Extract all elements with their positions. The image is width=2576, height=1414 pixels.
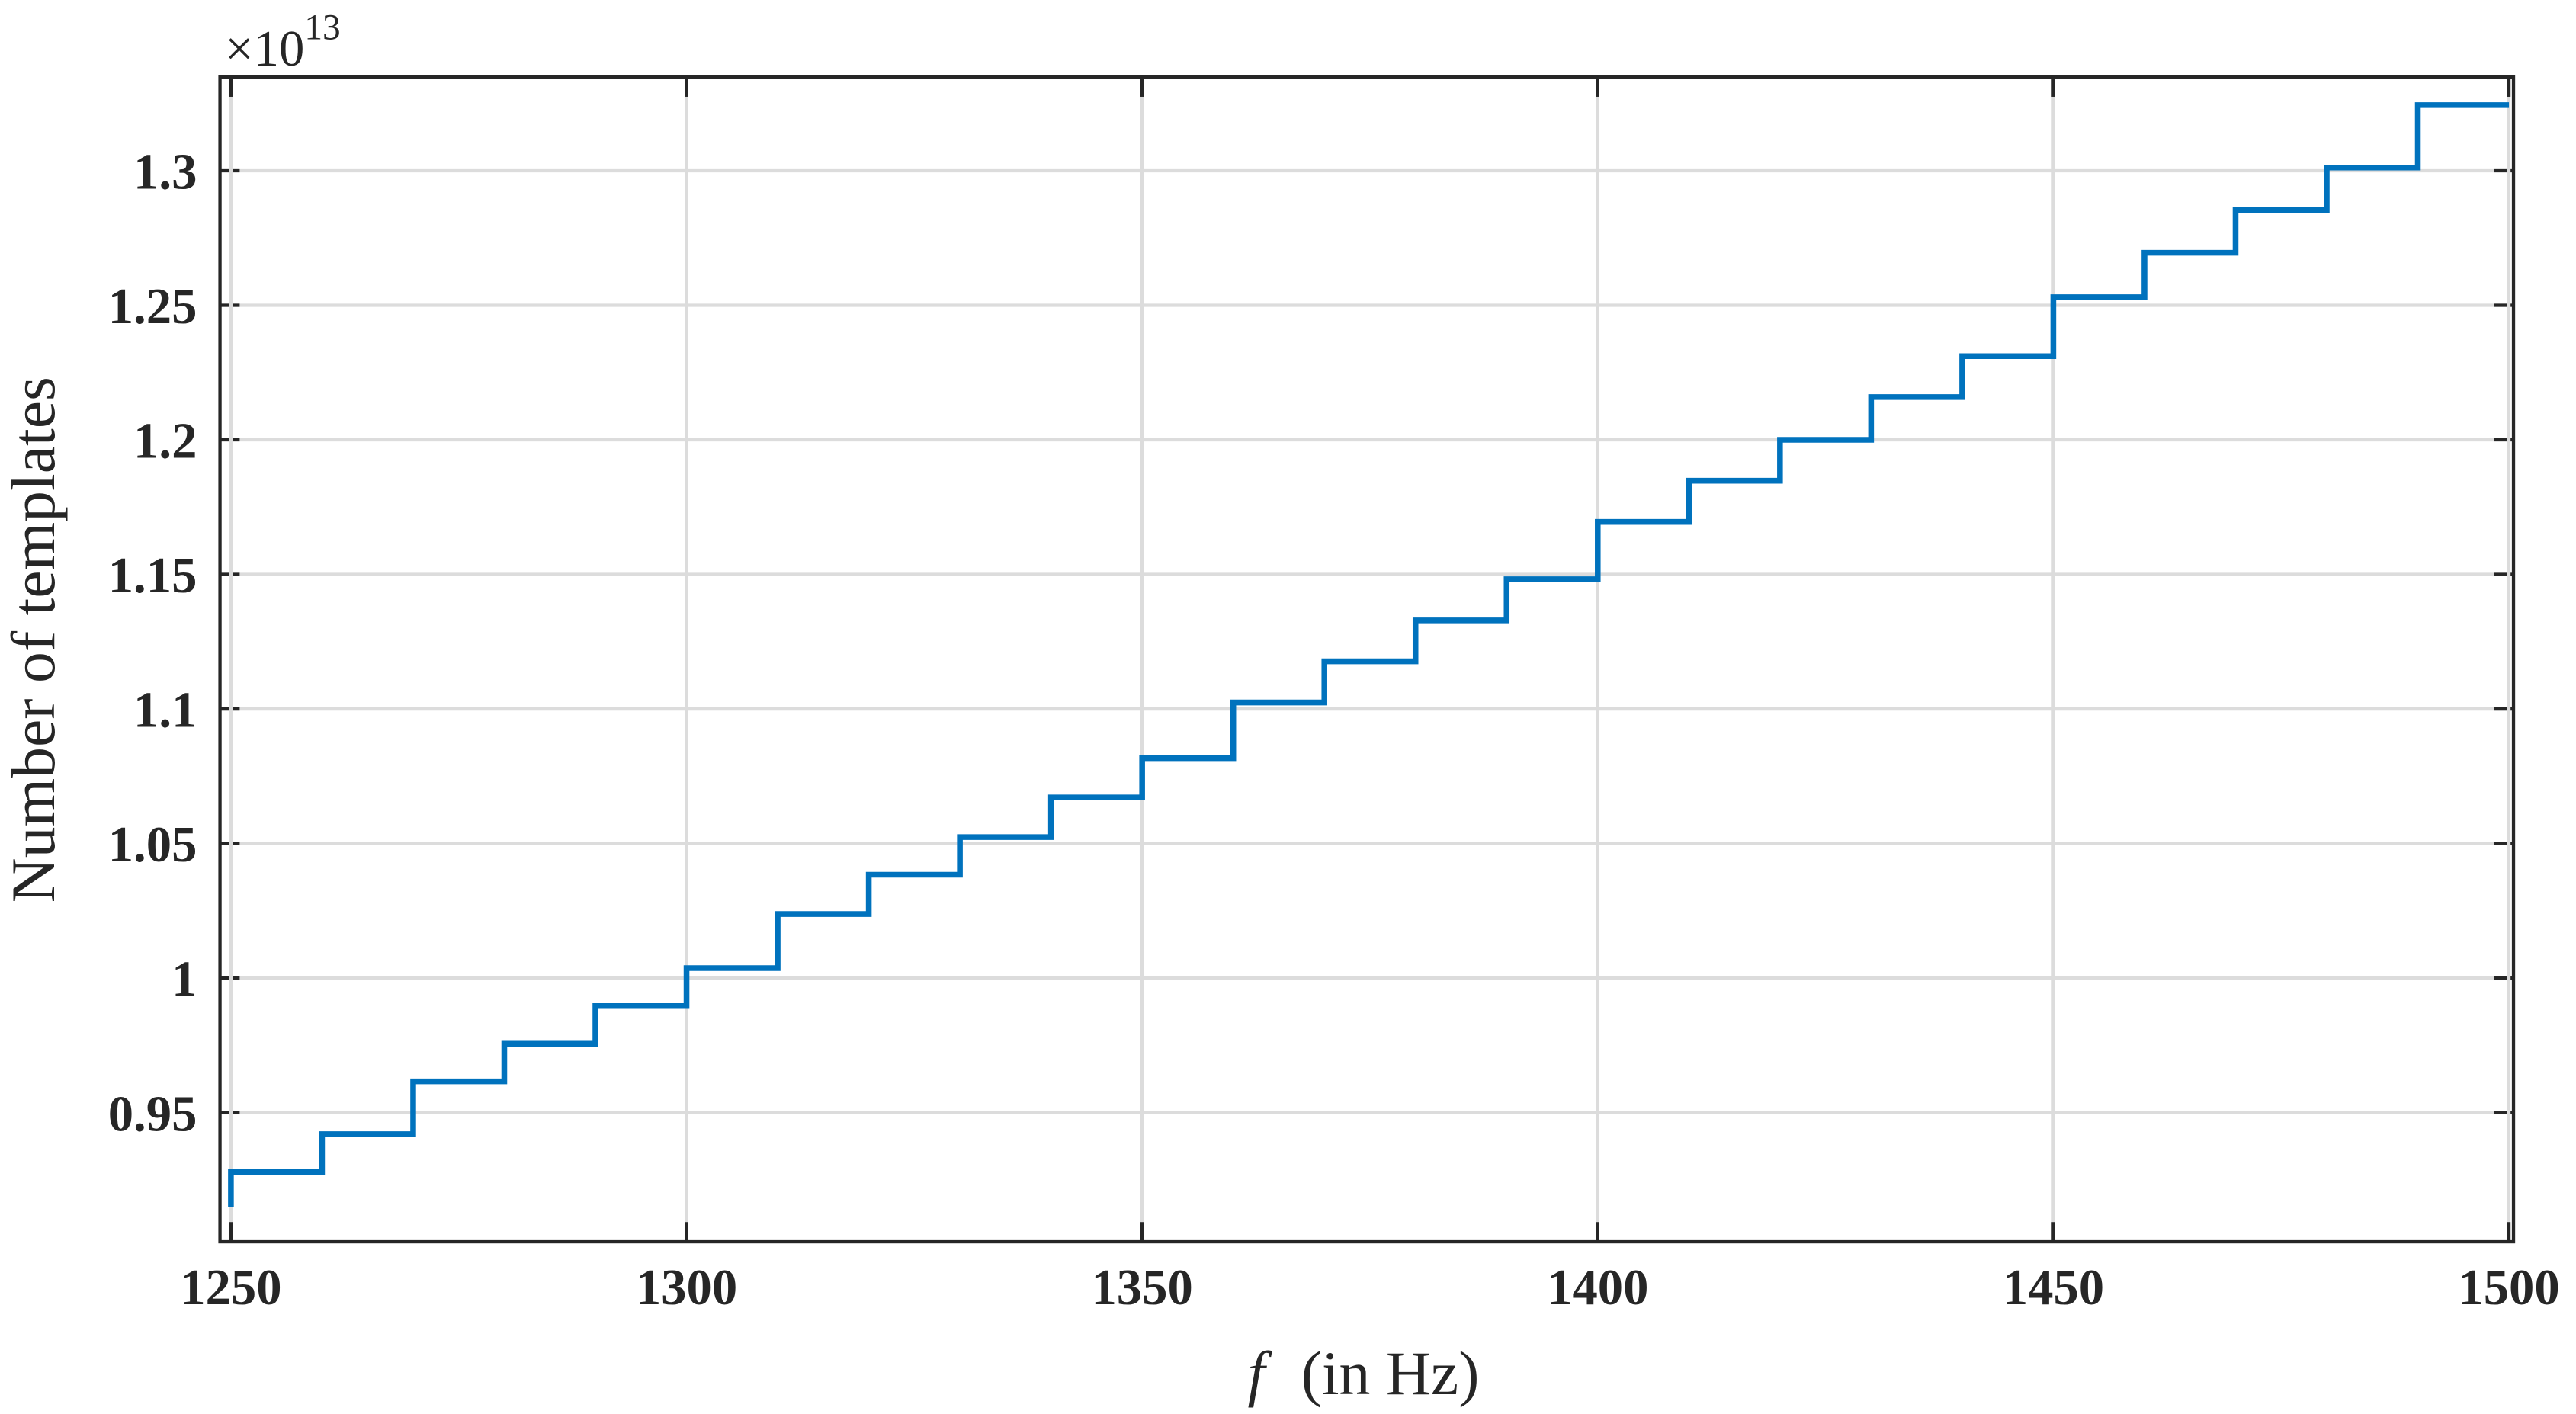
line-series (228, 102, 2510, 1207)
y-tick-label: 1.2 (133, 414, 197, 470)
x-axis-unit: (in Hz) (1301, 1339, 1480, 1408)
x-tick-label: 1450 (2003, 1260, 2104, 1316)
y-tick-label: 1.25 (108, 279, 197, 335)
y-tick-label: 1.3 (133, 145, 197, 200)
x-tick-label: 1300 (636, 1260, 737, 1316)
y-tick-label: 1.15 (108, 548, 197, 604)
multiplier-exponent: 13 (304, 8, 340, 48)
multiplier: ×1013 (225, 8, 341, 77)
multiplier-base: ×10 (225, 21, 304, 77)
y-axis-label: Number of templates (0, 377, 68, 903)
y-tick-label: 1 (172, 952, 197, 1008)
plot-frame (218, 75, 2516, 1244)
y-tick-label: 1.05 (108, 817, 197, 873)
x-tick-label: 1400 (1547, 1260, 1648, 1316)
x-axis-variable: f (1248, 1339, 1273, 1408)
y-tick-label: 1.1 (133, 683, 197, 739)
x-tick-label: 1250 (180, 1260, 281, 1316)
x-axis-label: f (in Hz) (1248, 1339, 1480, 1408)
x-tick-label: 1350 (1091, 1260, 1192, 1316)
y-tick-label: 0.95 (108, 1086, 197, 1142)
x-tick-label: 1500 (2458, 1260, 2559, 1316)
